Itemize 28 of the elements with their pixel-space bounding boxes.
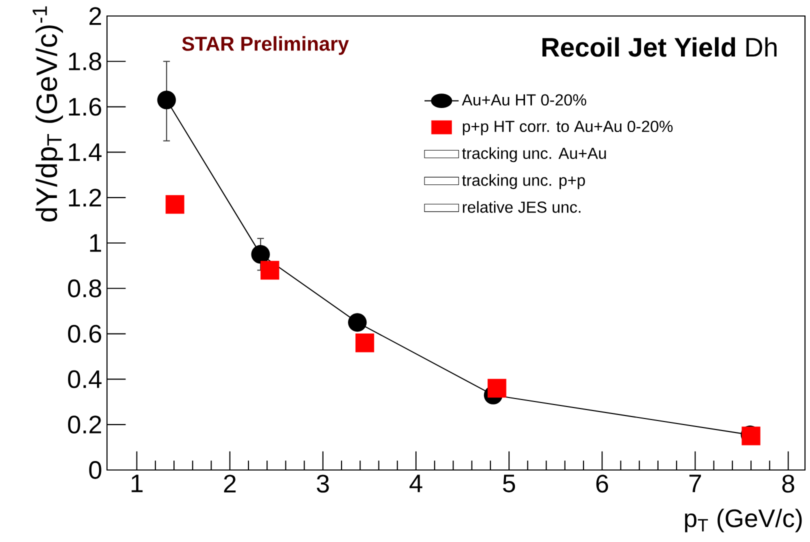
x-tick-label: 1 <box>132 474 143 492</box>
y-tick-label: 0 <box>89 461 102 479</box>
legend-label: relative JES unc. <box>462 201 580 213</box>
x-tick-label: 5 <box>503 474 516 492</box>
x-tick-label: 3 <box>316 474 329 493</box>
legend-label: tracking unc. Au+Au <box>462 147 606 162</box>
legend-label: Au+Au HT 0-20% <box>462 94 586 106</box>
y-tick-label: 0.8 <box>68 279 102 298</box>
y-tick-label: 0.4 <box>68 370 102 388</box>
x-tick-label: 2 <box>224 474 236 492</box>
x-tick-label: 7 <box>689 474 701 492</box>
y-tick-label: 2 <box>89 7 102 25</box>
y-tick-label: 1.4 <box>69 143 102 161</box>
y-tick-label: 0.2 <box>68 416 102 434</box>
x-axis-title: p$_{T}$ (GeV/c) <box>685 508 802 532</box>
x-tick-label: 4 <box>410 474 422 492</box>
text: Recoil Jet Yield Dh <box>542 37 777 57</box>
legend-label: p+p HT corr. to Au+Au 0-20% <box>462 120 673 136</box>
y-tick-label: 1.2 <box>69 188 102 206</box>
x-tick-label: 6 <box>596 474 608 493</box>
annotation: STAR Preliminary <box>182 36 349 55</box>
y-tick-label: 0.6 <box>68 324 102 343</box>
y-tick-label: 1 <box>90 234 102 252</box>
x-tick-label: 8 <box>782 474 794 493</box>
legend-label: tracking unc. p+p <box>462 174 585 190</box>
y-tick-label: 1.8 <box>69 52 102 70</box>
y-tick-label: 1.6 <box>69 98 102 116</box>
y-axis-title: dY/dp$_{T}$ (GeV/c)$^{-1}$ <box>32 6 63 222</box>
